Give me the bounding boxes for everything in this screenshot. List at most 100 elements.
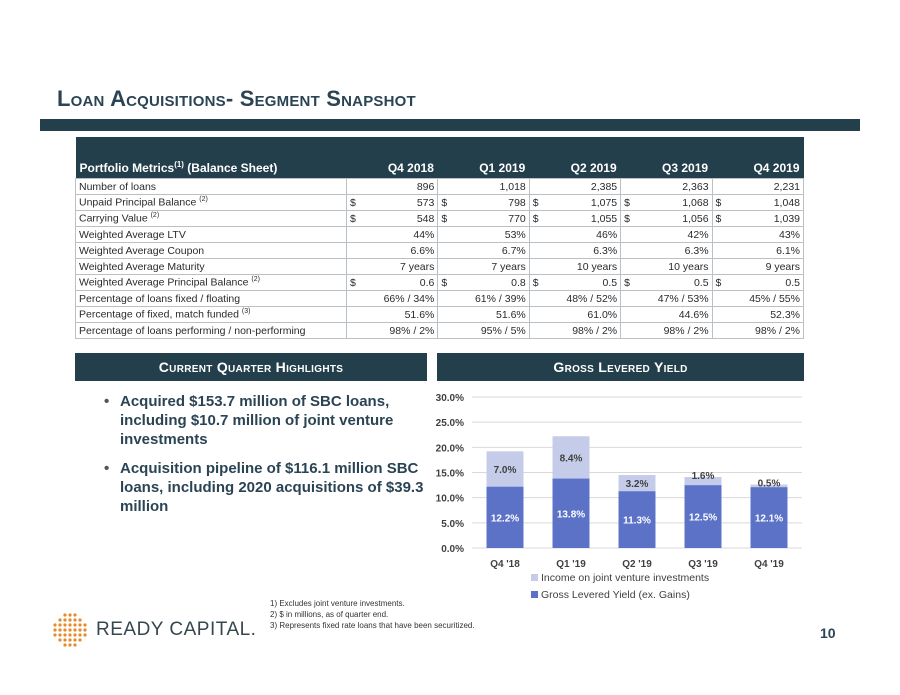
bar-jv-income bbox=[618, 475, 656, 492]
table-row: Percentage of loans fixed / floating 66% … bbox=[75, 290, 805, 307]
logo-dot bbox=[68, 623, 72, 627]
cell-value: 1,048 bbox=[773, 196, 800, 209]
table-cell: 98% / 2% bbox=[345, 322, 439, 339]
cell-value: 98% / 2% bbox=[389, 324, 435, 337]
logo-dot bbox=[63, 613, 67, 617]
x-tick-label: Q2 '19 bbox=[622, 559, 652, 570]
highlights-header: Current Quarter Highlights bbox=[75, 353, 427, 381]
bar-gross-levered-yield bbox=[552, 478, 590, 548]
column-header: Q3 2019 bbox=[620, 137, 713, 179]
table-cell: 6.3% bbox=[528, 242, 622, 259]
data-label: 8.4% bbox=[560, 453, 583, 464]
y-tick-label: 30.0% bbox=[436, 393, 464, 404]
row-label: Weighted Average LTV bbox=[75, 226, 347, 243]
row-label-text: Number of loans bbox=[79, 180, 157, 193]
data-label: 11.3% bbox=[623, 516, 651, 527]
table-cell: $548 bbox=[345, 210, 439, 227]
gross-levered-yield-chart: 0.0% 5.0% 10.0% 15.0% 20.0% 25.0% 30.0% 12.2% 7.… bbox=[436, 393, 802, 601]
logo-dot bbox=[58, 618, 62, 622]
table-cell: 52.3% bbox=[711, 306, 805, 323]
logo-dot bbox=[53, 628, 57, 632]
table-row: Carrying Value (2) $548 $770 $1,055 $1,056 $1… bbox=[75, 210, 805, 227]
row-label: Percentage of fixed, match funded (3) bbox=[75, 306, 347, 323]
table-cell: 9 years bbox=[711, 258, 805, 275]
table-cell: 95% / 5% bbox=[437, 322, 530, 339]
page-title: Loan Acquisitions- Segment Snapshot bbox=[57, 86, 416, 111]
table-cell: 6.3% bbox=[620, 242, 713, 259]
table-cell: 43% bbox=[711, 226, 805, 243]
logo-dot bbox=[78, 618, 82, 622]
cell-value: 48% / 52% bbox=[566, 292, 618, 305]
logo-dot bbox=[63, 623, 67, 627]
highlight-bullet: Acquired $153.7 million of SBC loans, in… bbox=[100, 392, 425, 449]
chart-header: Gross Levered Yield bbox=[437, 353, 804, 381]
table-cell: 42% bbox=[620, 226, 713, 243]
currency-symbol: $ bbox=[715, 196, 722, 209]
column-header: Q4 2019 bbox=[712, 137, 804, 179]
table-row: Number of loans 896 1,018 2,385 2,363 2,231 bbox=[75, 178, 805, 195]
logo-dot bbox=[58, 623, 62, 627]
data-label: 12.2% bbox=[491, 513, 519, 524]
bar-jv-income bbox=[750, 484, 788, 488]
row-label: Weighted Average Coupon bbox=[75, 242, 347, 259]
logo-dot bbox=[58, 638, 62, 642]
y-tick-label: 20.0% bbox=[436, 443, 464, 454]
header-label-suffix: (Balance Sheet) bbox=[183, 161, 278, 175]
table-cell: 61.0% bbox=[528, 306, 622, 323]
row-footnote-ref: (3) bbox=[241, 308, 251, 316]
currency-symbol: $ bbox=[441, 196, 448, 209]
logo-dot bbox=[73, 618, 77, 622]
cell-value: 10 years bbox=[668, 260, 709, 273]
logo-dot bbox=[83, 623, 87, 627]
logo-dot bbox=[63, 638, 67, 642]
logo-dot bbox=[73, 633, 77, 637]
header-footnote-ref: (1) bbox=[174, 160, 184, 169]
title-divider-bar bbox=[40, 119, 860, 131]
cell-value: 7 years bbox=[491, 260, 526, 273]
cell-value: 98% / 2% bbox=[663, 324, 709, 337]
table-cell: $0.8 bbox=[437, 274, 530, 291]
table-cell: 6.6% bbox=[345, 242, 439, 259]
logo-dot bbox=[73, 613, 77, 617]
bar-jv-income bbox=[486, 451, 524, 487]
cell-value: 573 bbox=[416, 196, 435, 209]
legend-label: Income on joint venture investments bbox=[541, 572, 709, 584]
cell-value: 44.6% bbox=[678, 308, 709, 321]
cell-value: 2,231 bbox=[773, 180, 800, 193]
logo-dot bbox=[78, 633, 82, 637]
row-footnote-ref: (2) bbox=[251, 276, 260, 284]
x-tick-label: Q4 '19 bbox=[754, 559, 784, 570]
cell-value: 1,056 bbox=[682, 212, 709, 225]
table-cell: $1,048 bbox=[711, 194, 805, 211]
row-label: Percentage of loans performing / non-per… bbox=[75, 322, 347, 339]
table-cell: $0.5 bbox=[620, 274, 713, 291]
logo-dot bbox=[63, 618, 67, 622]
logo-dot bbox=[68, 613, 72, 617]
cell-value: 61% / 39% bbox=[474, 292, 526, 305]
cell-value: 896 bbox=[416, 180, 435, 193]
cell-value: 2,385 bbox=[590, 180, 618, 193]
row-label: Unpaid Principal Balance (2) bbox=[75, 194, 347, 211]
currency-symbol: $ bbox=[532, 212, 539, 225]
currency-symbol: $ bbox=[349, 276, 356, 289]
row-footnote-ref: (2) bbox=[199, 196, 208, 204]
row-label-text: Weighted Average LTV bbox=[79, 228, 186, 241]
bar-jv-income bbox=[552, 436, 590, 479]
table-cell: $0.6 bbox=[345, 274, 439, 291]
page-number: 10 bbox=[820, 625, 836, 641]
cell-value: 10 years bbox=[576, 260, 618, 273]
data-label: 12.5% bbox=[689, 513, 717, 524]
table-cell: 98% / 2% bbox=[711, 322, 805, 339]
table-body: Number of loans 896 1,018 2,385 2,363 2,231 Un… bbox=[75, 178, 805, 339]
logo-dot bbox=[58, 633, 62, 637]
data-label: 13.8% bbox=[557, 509, 585, 520]
cell-value: 51.6% bbox=[495, 308, 526, 321]
table-cell: $1,039 bbox=[711, 210, 805, 227]
table-cell: 61% / 39% bbox=[437, 290, 530, 307]
column-header: Q2 2019 bbox=[529, 137, 621, 179]
currency-symbol: $ bbox=[532, 276, 539, 289]
row-label: Percentage of loans fixed / floating bbox=[75, 290, 347, 307]
cell-value: 548 bbox=[416, 212, 435, 225]
cell-value: 44% bbox=[413, 228, 435, 241]
cell-value: 798 bbox=[508, 196, 526, 209]
